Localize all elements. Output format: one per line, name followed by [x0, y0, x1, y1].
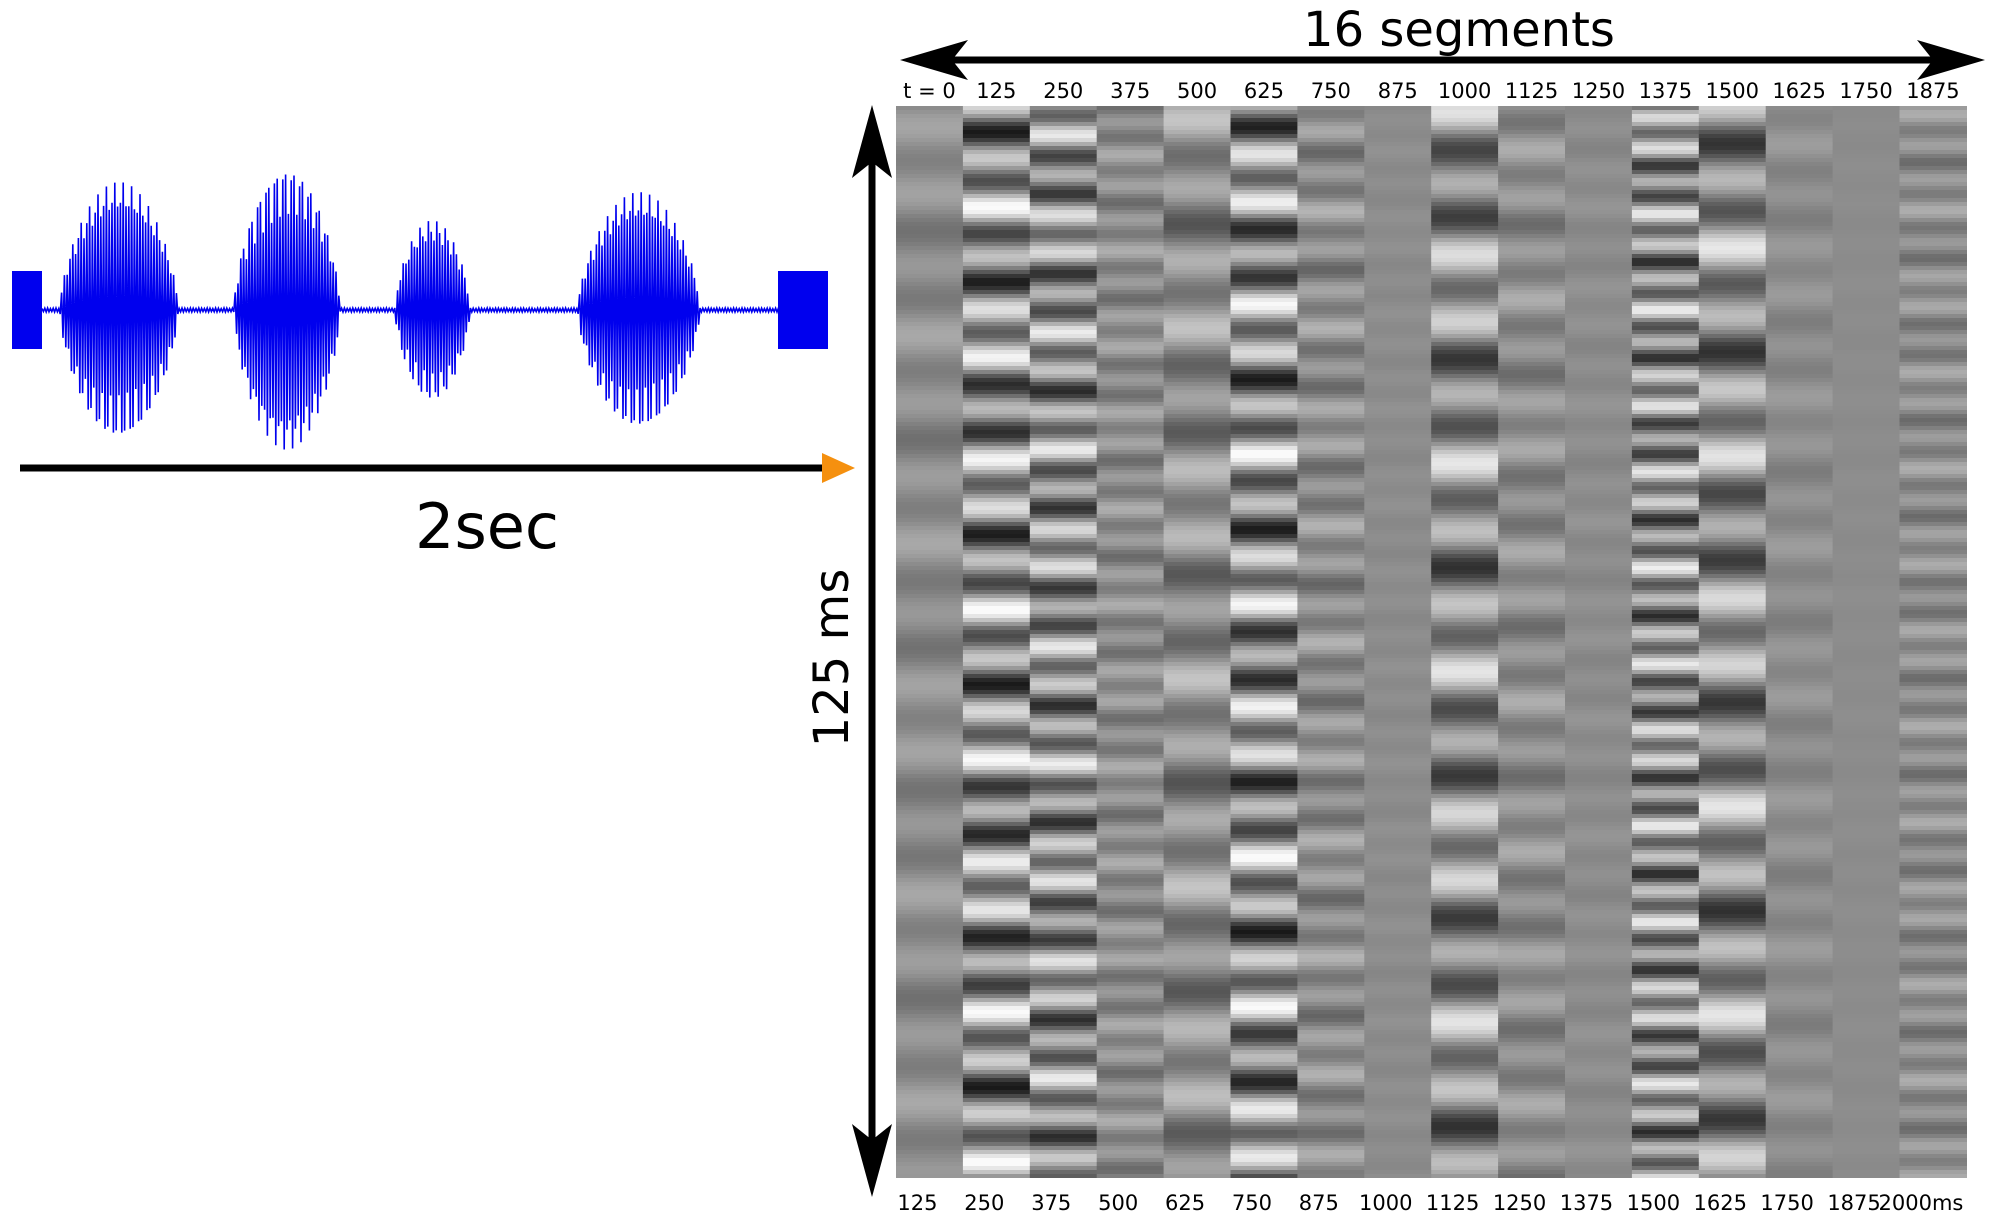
segment-column [1565, 106, 1633, 1178]
segment-column [1230, 106, 1298, 1178]
bottom-time-label: 125 [897, 1191, 937, 1214]
top-time-label: 625 [1244, 79, 1284, 103]
top-time-label: 1250 [1572, 79, 1625, 103]
segment-matrix-panel: 16 segments 125 ms t = 0 125 250 375 500 625 7… [804, 2, 1985, 1214]
bottom-time-label: 2000ms [1879, 1191, 1964, 1214]
top-time-label: 1125 [1505, 79, 1558, 103]
segment-column [1631, 106, 1700, 1178]
top-time-label: 500 [1177, 79, 1217, 103]
bottom-time-label: 1625 [1694, 1191, 1747, 1214]
top-time-labels: t = 0 125 250 375 500 625 750 875 1000 1125 1250 13… [903, 79, 1959, 103]
bottom-time-label: 625 [1165, 1191, 1205, 1214]
bottom-time-label: 1125 [1426, 1191, 1479, 1214]
waveform-start-marker [12, 271, 42, 349]
top-time-label: 1875 [1906, 79, 1959, 103]
segment-column [1297, 106, 1365, 1178]
top-time-label: t = 0 [903, 79, 956, 103]
waveform-end-marker [778, 271, 828, 349]
top-time-label: 1500 [1706, 79, 1759, 103]
bottom-time-label: 250 [964, 1191, 1004, 1214]
segments-label: 16 segments [1303, 2, 1615, 58]
segment-column [962, 106, 1031, 1178]
time-axis-arrowhead [822, 453, 855, 483]
segment-column [1899, 106, 1967, 1178]
segment-column [1832, 106, 1901, 1178]
top-time-label: 375 [1110, 79, 1150, 103]
segment-column [1096, 106, 1165, 1178]
speech-waveform [41, 174, 781, 450]
bottom-time-label: 375 [1031, 1191, 1071, 1214]
segment-column [1498, 106, 1566, 1178]
segment-column [1698, 106, 1767, 1178]
duration-label: 2sec [415, 490, 559, 563]
segment-column [896, 106, 964, 1178]
top-time-label: 125 [976, 79, 1016, 103]
segment-column [1364, 106, 1432, 1178]
bottom-time-label: 1250 [1493, 1191, 1546, 1214]
top-time-label: 750 [1311, 79, 1351, 103]
bottom-time-label: 500 [1098, 1191, 1138, 1214]
top-time-label: 1375 [1639, 79, 1692, 103]
segment-column [1029, 106, 1098, 1178]
top-time-label: 250 [1043, 79, 1083, 103]
segment-column [1163, 106, 1232, 1178]
bottom-time-label: 1000 [1359, 1191, 1412, 1214]
top-time-label: 875 [1378, 79, 1418, 103]
waveform-panel: 2sec [12, 174, 855, 563]
top-time-label: 1625 [1772, 79, 1825, 103]
bottom-time-label: 1875 [1827, 1191, 1880, 1214]
height-label: 125 ms [804, 569, 860, 748]
top-time-label: 1000 [1438, 79, 1491, 103]
bottom-time-label: 750 [1232, 1191, 1272, 1214]
duration-double-arrow [852, 105, 892, 1197]
bottom-time-label: 875 [1299, 1191, 1339, 1214]
bottom-time-label: 1750 [1760, 1191, 1813, 1214]
segment-column [1765, 106, 1834, 1178]
segments-double-arrow [900, 40, 1985, 80]
matrix-columns [896, 106, 1967, 1178]
bottom-time-label: 1500 [1627, 1191, 1680, 1214]
waveform-trace [41, 174, 781, 450]
top-time-label: 1750 [1839, 79, 1892, 103]
bottom-time-label: 1375 [1560, 1191, 1613, 1214]
segment-column [1431, 106, 1499, 1178]
bottom-time-labels: 125 250 375 500 625 750 875 1000 1125 1250 1375 150… [897, 1191, 1963, 1214]
